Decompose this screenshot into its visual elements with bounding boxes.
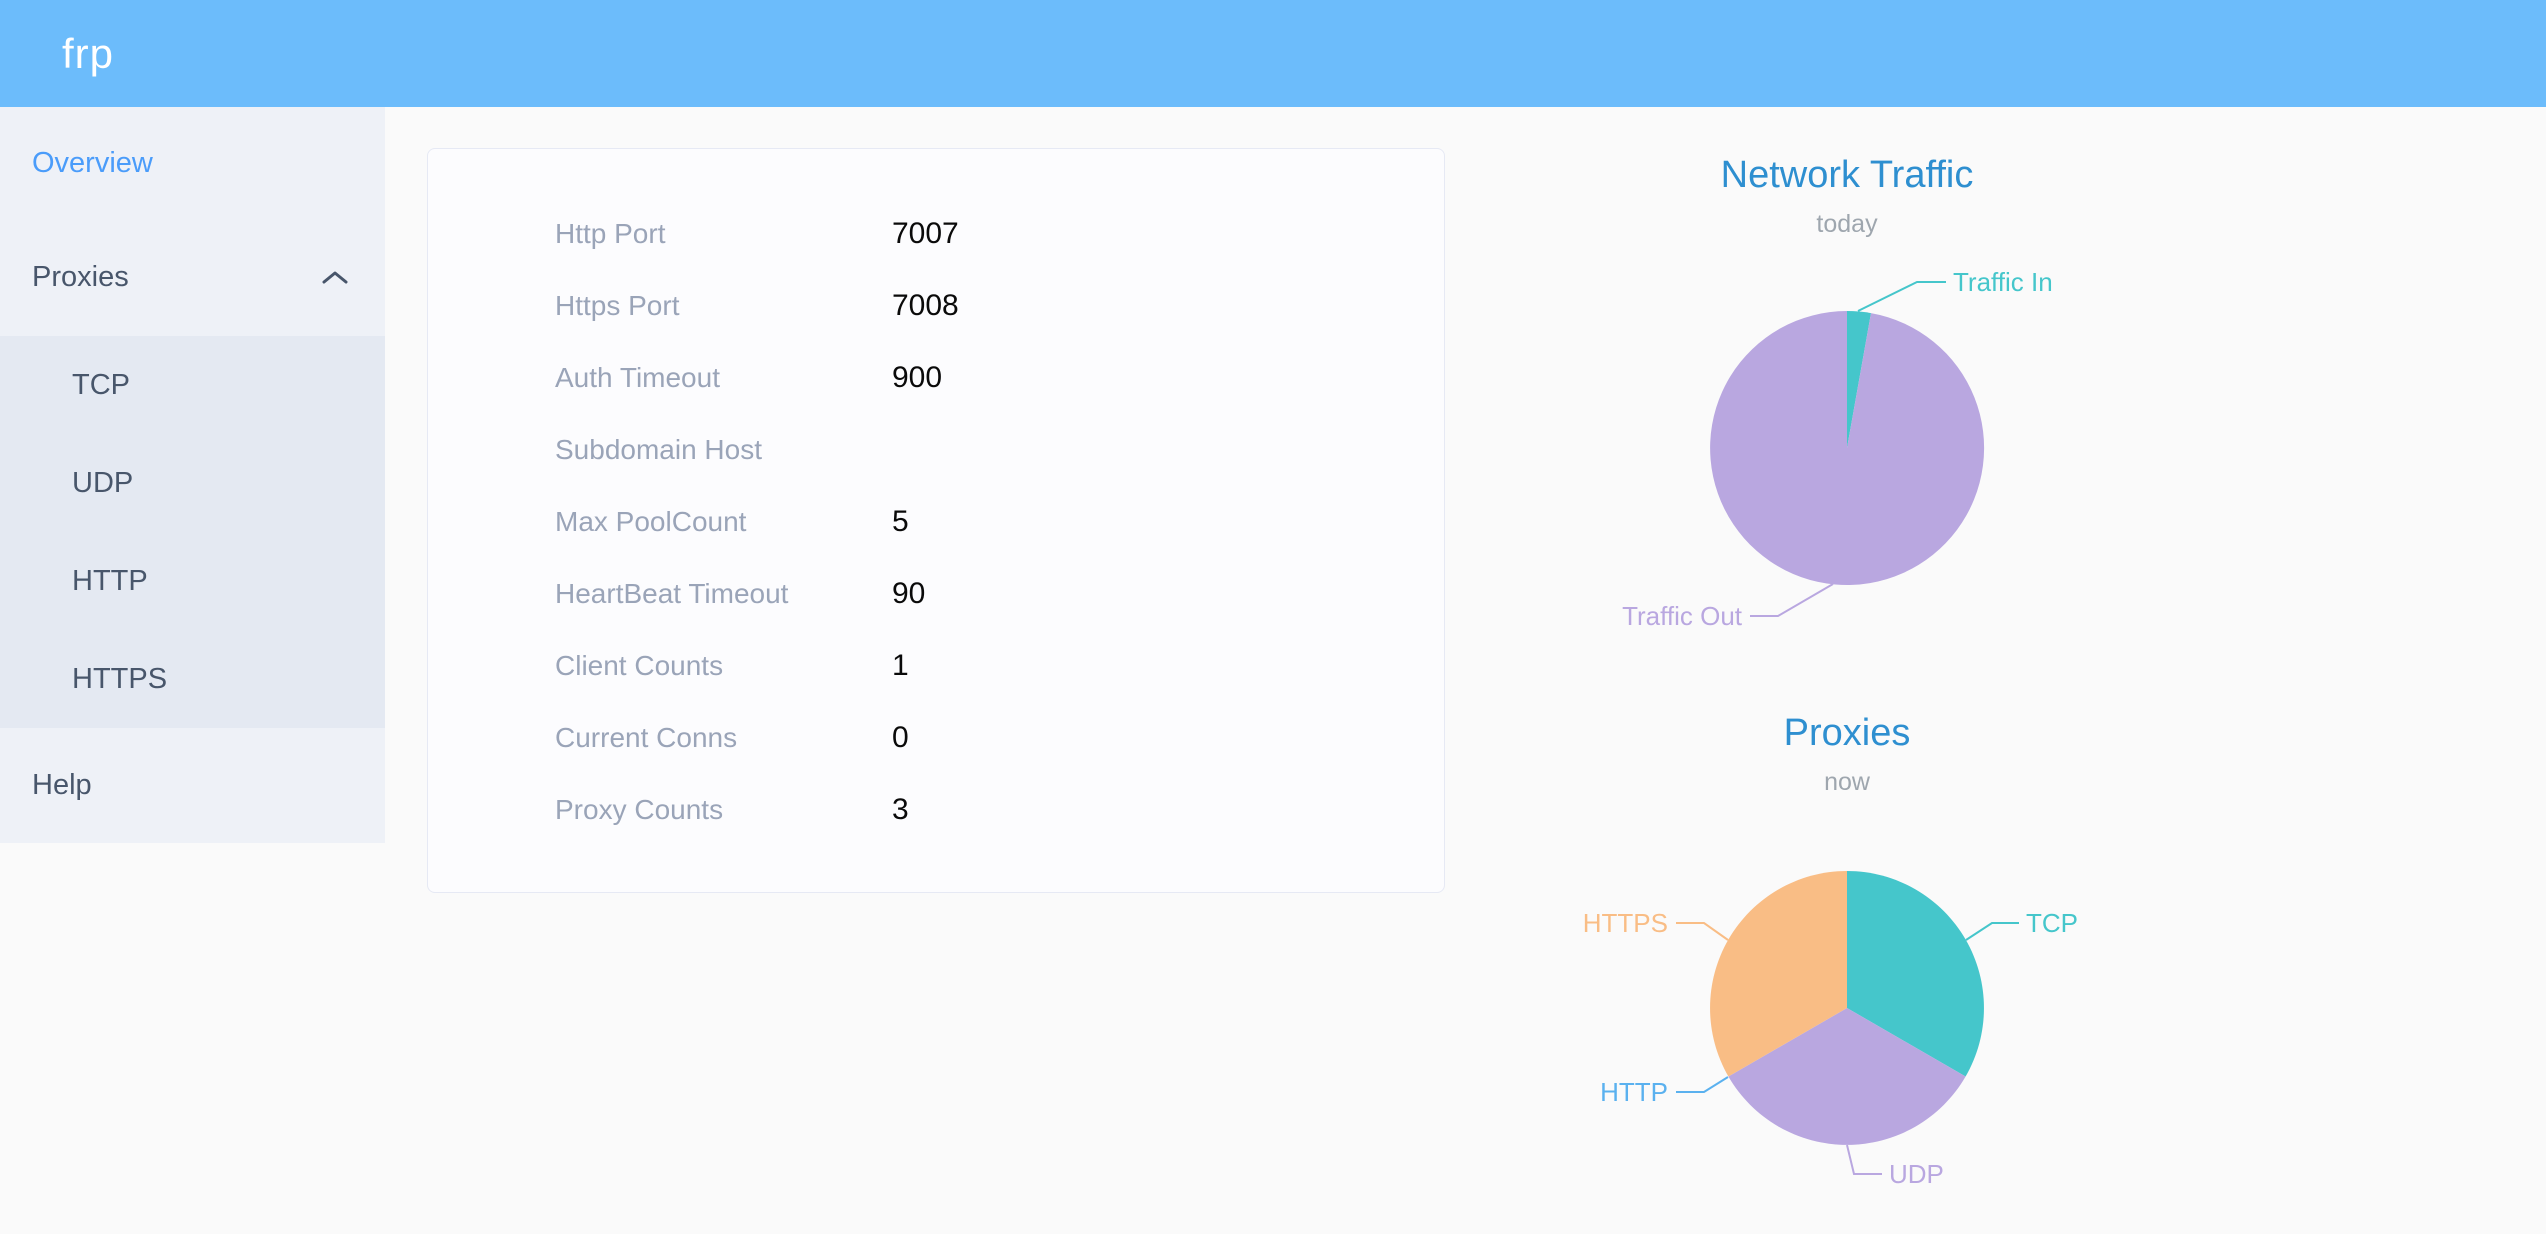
server-info-value: 7008 bbox=[892, 289, 959, 322]
sidebar-item-tcp-label: TCP bbox=[72, 368, 130, 401]
server-info-row: Subdomain Host bbox=[428, 414, 1444, 486]
pie-label-traffic-out: Traffic Out bbox=[1622, 601, 1743, 631]
server-info-value: 7007 bbox=[892, 217, 959, 250]
network-traffic-chart-title: Network Traffic bbox=[1720, 154, 1974, 196]
sidebar-item-help-label: Help bbox=[32, 769, 92, 801]
server-info-label: Auth Timeout bbox=[555, 362, 720, 393]
pie-slice-traffic-in[interactable] bbox=[1847, 310, 1871, 448]
app-logo: frp bbox=[62, 29, 115, 77]
pie-label-line-traffic-out bbox=[1750, 583, 1834, 617]
server-info-row: Http Port 7007 bbox=[428, 198, 1444, 270]
sidebar-item-tcp[interactable]: TCP bbox=[0, 336, 385, 434]
proxies-chart-subtitle: now bbox=[1824, 768, 1870, 796]
server-info-row: Max PoolCount 5 bbox=[428, 486, 1444, 558]
server-info-label: Subdomain Host bbox=[555, 434, 763, 465]
sidebar-item-udp-label: UDP bbox=[72, 466, 134, 499]
proxies-submenu: TCP UDP HTTP HTTPS bbox=[0, 336, 385, 728]
server-info-label: Client Counts bbox=[555, 650, 724, 681]
sidebar-item-https-label: HTTPS bbox=[72, 662, 168, 695]
server-info-label: Http Port bbox=[555, 218, 666, 249]
sidebar-item-udp[interactable]: UDP bbox=[0, 434, 385, 532]
server-info-value: 1 bbox=[892, 649, 909, 682]
pie-label-line-traffic-in bbox=[1857, 281, 1946, 312]
pie-label-line-udp bbox=[1846, 1144, 1882, 1175]
pie-slice-tcp[interactable] bbox=[1847, 871, 1984, 1077]
sidebar-item-help[interactable]: Help bbox=[0, 728, 385, 843]
pie-label-line-http bbox=[1676, 1076, 1729, 1093]
server-info-label: HeartBeat Timeout bbox=[555, 578, 789, 609]
pie-slice-https[interactable] bbox=[1710, 871, 1847, 1077]
server-info-row: Https Port 7008 bbox=[428, 270, 1444, 342]
server-info-value: 3 bbox=[892, 793, 909, 826]
sidebar-item-http-label: HTTP bbox=[72, 564, 148, 597]
proxies-chart-title: Proxies bbox=[1783, 712, 1911, 754]
pie-slice-udp[interactable] bbox=[1728, 1008, 1966, 1145]
server-info-row: Auth Timeout 900 bbox=[428, 342, 1444, 414]
sidebar-item-proxies[interactable]: Proxies bbox=[0, 219, 385, 336]
pie-slice-traffic-out[interactable] bbox=[1710, 311, 1985, 585]
server-info-value: 900 bbox=[892, 361, 943, 394]
chevron-up-icon bbox=[322, 271, 348, 284]
sidebar-item-https[interactable]: HTTPS bbox=[0, 630, 385, 728]
pie-label-tcp: TCP bbox=[2026, 908, 2078, 938]
pie-label-line-https bbox=[1676, 922, 1729, 941]
pie-label-https: HTTPS bbox=[1583, 908, 1668, 938]
server-info-value: 90 bbox=[892, 577, 926, 610]
sidebar-item-http[interactable]: HTTP bbox=[0, 532, 385, 630]
pie-label-line-tcp bbox=[1965, 922, 2019, 941]
sidebar-item-proxies-label: Proxies bbox=[32, 261, 129, 293]
server-info-row: Proxy Counts 3 bbox=[428, 774, 1444, 846]
server-info-label: Proxy Counts bbox=[555, 794, 724, 825]
sidebar: Overview Proxies TCP UDP HTTP HTTPS Help bbox=[0, 107, 385, 843]
server-info-row: Current Conns 0 bbox=[428, 702, 1444, 774]
server-info-row: Client Counts 1 bbox=[428, 630, 1444, 702]
sidebar-item-overview-label: Overview bbox=[32, 146, 153, 179]
pie-label-http: HTTP bbox=[1600, 1077, 1668, 1107]
server-info-value: 5 bbox=[892, 505, 909, 538]
network-traffic-chart-subtitle: today bbox=[1816, 210, 1878, 238]
server-info-value: 0 bbox=[892, 721, 909, 754]
server-info-label: Max PoolCount bbox=[555, 506, 747, 537]
server-info-label: Current Conns bbox=[555, 722, 738, 753]
server-info-card: Http Port 7007 Https Port 7008 Auth Timeout 9… bbox=[427, 148, 1445, 893]
pie-label-udp: UDP bbox=[1889, 1159, 1944, 1189]
server-info-row: HeartBeat Timeout 90 bbox=[428, 558, 1444, 630]
sidebar-item-overview[interactable]: Overview bbox=[0, 107, 385, 219]
pie-label-traffic-in: Traffic In bbox=[1953, 267, 2053, 297]
server-info-label: Https Port bbox=[555, 290, 680, 321]
app-header: frp bbox=[0, 0, 2546, 107]
